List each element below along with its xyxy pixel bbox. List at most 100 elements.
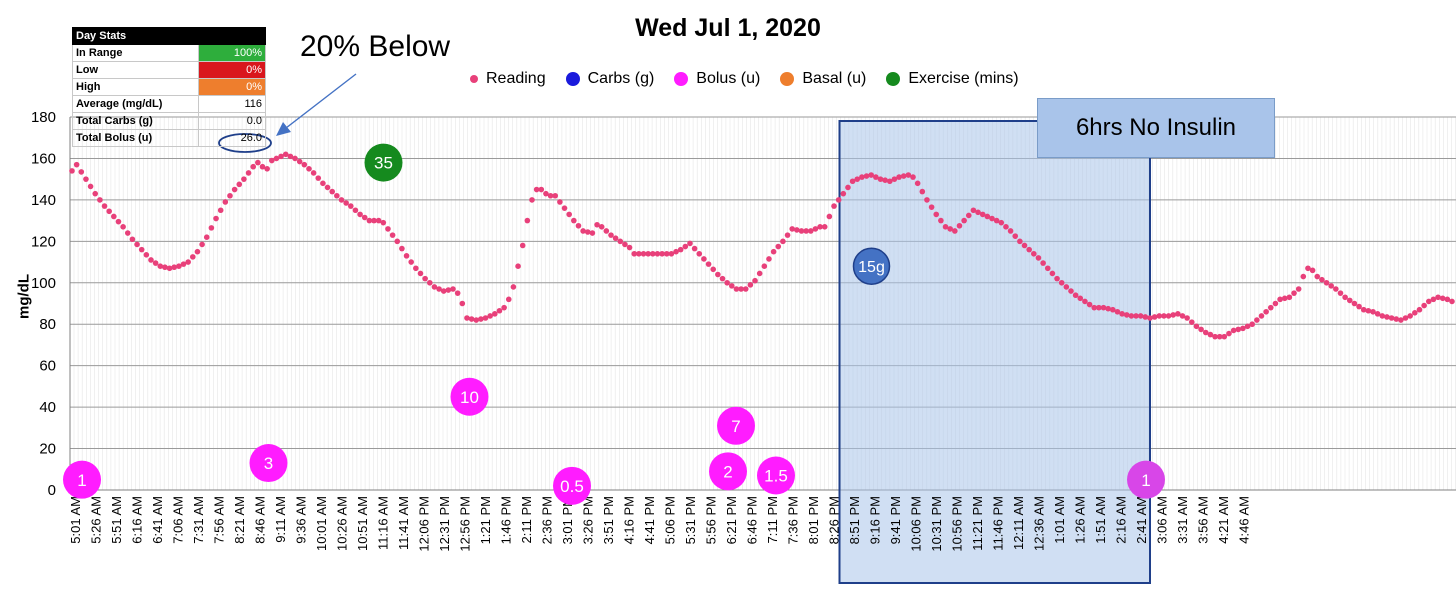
carbs-dot-icon (565, 72, 580, 86)
reading-point (231, 186, 238, 193)
reading-point (849, 178, 856, 185)
reading-point (984, 213, 991, 220)
y-tick-label: 60 (39, 358, 56, 375)
reading-point (505, 296, 512, 303)
reading-point (1444, 296, 1451, 303)
reading-point (807, 228, 814, 234)
day-stats-table: Day Stats In Range 100% Low 0% High 0% Aver… (72, 27, 266, 147)
reading-point (482, 315, 489, 321)
reading-point (138, 246, 145, 253)
reading-point (162, 264, 168, 271)
reading-point (152, 260, 159, 266)
reading-point (543, 190, 549, 197)
reading-point (780, 238, 786, 245)
stats-row: Low 0% (72, 61, 266, 79)
reading-point (1221, 333, 1228, 340)
reading-point (924, 197, 930, 203)
reading-point (1077, 295, 1084, 302)
reading-point (357, 211, 363, 218)
reading-point (1384, 314, 1390, 320)
reading-point (217, 207, 224, 214)
reading-point (728, 283, 735, 289)
reading-point (561, 205, 568, 211)
reading-point (705, 261, 712, 267)
reading-point (83, 176, 89, 182)
x-tick-label: 1:46 PM (499, 496, 514, 544)
reading-point (268, 157, 275, 164)
reading-point (1398, 317, 1404, 323)
reading-point (343, 200, 349, 206)
reading-point (761, 263, 768, 270)
reading-point (87, 183, 94, 190)
x-tick-label: 12:36 AM (1032, 496, 1047, 551)
reading-point (408, 259, 414, 265)
reading-point (1105, 305, 1111, 312)
y-tick-label: 40 (39, 399, 56, 416)
x-tick-label: 10:31 PM (929, 496, 944, 552)
x-tick-label: 1:01 AM (1052, 496, 1067, 544)
reading-point (747, 282, 754, 288)
exercise-dot-icon (886, 72, 901, 86)
reading-point (654, 250, 661, 257)
reading-point (1305, 265, 1311, 272)
reading-point (208, 225, 215, 231)
reading-point (1207, 331, 1214, 338)
reading-point (143, 252, 150, 258)
reading-point (496, 307, 503, 314)
reading-point (1374, 311, 1381, 317)
reading-point (454, 290, 461, 296)
reading-point (993, 217, 1000, 224)
y-tick-label: 140 (31, 192, 56, 209)
x-tick-label: 5:31 PM (683, 496, 698, 544)
reading-point (203, 234, 210, 240)
reading-point (213, 215, 219, 222)
x-tick-label: 1:26 AM (1073, 496, 1088, 544)
reading-point (1044, 265, 1051, 272)
reading-point (1170, 312, 1177, 318)
reading-point (840, 190, 847, 197)
reading-point (826, 213, 833, 220)
bolus-marker (553, 466, 591, 505)
reading-point (970, 207, 977, 214)
reading-point (798, 228, 805, 234)
reading-point (422, 275, 428, 282)
x-tick-label: 7:31 AM (191, 496, 206, 544)
reading-point (301, 161, 308, 168)
reading-point (287, 153, 294, 160)
bolus-marker-label: 7 (731, 417, 740, 436)
reading-point (612, 235, 619, 242)
x-tick-label: 4:46 AM (1237, 496, 1252, 544)
reading-point (886, 178, 893, 185)
reading-point (594, 221, 600, 228)
reading-point (650, 250, 656, 257)
reading-point (1142, 314, 1149, 320)
reading-point (1193, 323, 1200, 330)
x-tick-label: 10:56 PM (950, 496, 965, 552)
no-insulin-rect (838, 120, 1151, 584)
legend-label: Basal (u) (802, 70, 867, 87)
reading-point (264, 166, 270, 172)
reading-point (533, 186, 540, 193)
x-tick-label: 3:26 PM (581, 496, 596, 544)
reading-point (176, 263, 182, 270)
reading-point (510, 284, 517, 290)
reading-point (557, 199, 563, 205)
reading-point (148, 257, 154, 263)
reading-point (529, 197, 535, 203)
reading-point (696, 250, 703, 257)
day-stats-title: Day Stats (72, 27, 266, 45)
reading-point (250, 163, 257, 170)
reading-point (868, 172, 874, 178)
carbs-marker (852, 247, 891, 285)
legend-carbs: Carbs (g) (565, 70, 654, 88)
reading-point (789, 226, 796, 232)
reading-point (199, 241, 205, 248)
reading-point (413, 265, 419, 272)
reading-point (1407, 313, 1413, 319)
reading-point (492, 311, 498, 317)
reading-point (366, 217, 373, 224)
legend-label: Bolus (u) (696, 70, 761, 87)
reading-point (361, 214, 368, 221)
bolus-marker (63, 460, 101, 499)
reading-point (1328, 283, 1334, 289)
